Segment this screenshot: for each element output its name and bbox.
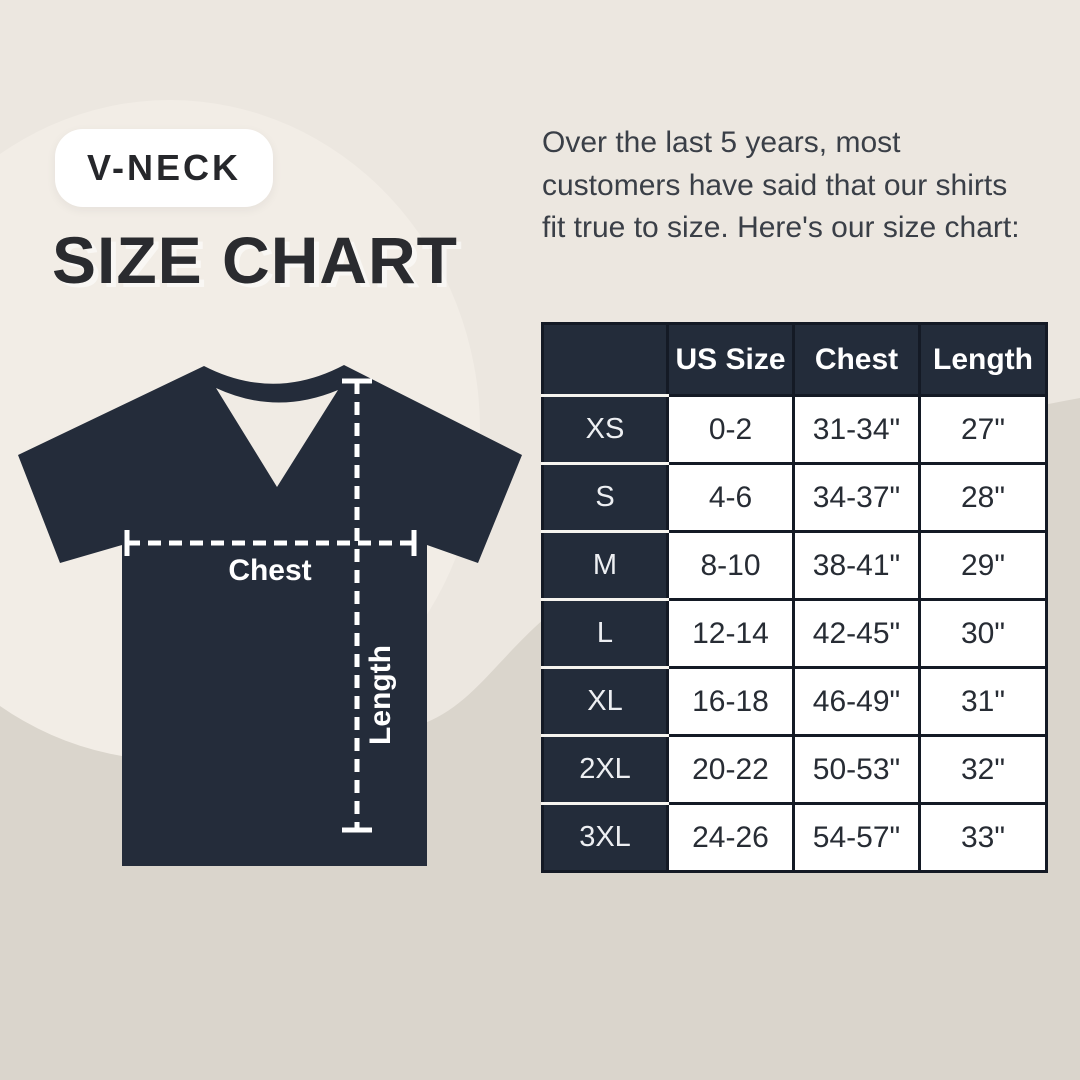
chest-cell: 38-41" xyxy=(792,530,921,601)
size-cell: XL xyxy=(541,666,669,737)
size-cell: L xyxy=(541,598,669,669)
header-cell: Length xyxy=(918,322,1048,397)
length-cell: 28" xyxy=(918,462,1048,533)
size-cell: 3XL xyxy=(541,802,669,873)
chest-cell: 50-53" xyxy=(792,734,921,805)
size-table-header-row: US Size Chest Length xyxy=(541,322,1048,397)
us-size-cell: 8-10 xyxy=(666,530,795,601)
chest-cell: 31-34" xyxy=(792,394,921,465)
length-cell: 27" xyxy=(918,394,1048,465)
size-table: US Size Chest Length XS 0-2 31-34" 27" S 4… xyxy=(541,322,1048,873)
chest-label: Chest xyxy=(228,554,311,587)
chest-cell: 46-49" xyxy=(792,666,921,737)
length-cell: 31" xyxy=(918,666,1048,737)
shirt-shape xyxy=(18,365,522,866)
size-cell: M xyxy=(541,530,669,601)
chest-measure-line xyxy=(124,530,417,556)
vneck-opening xyxy=(216,388,338,487)
header-cell: Chest xyxy=(792,322,921,397)
size-cell: XS xyxy=(541,394,669,465)
us-size-cell: 16-18 xyxy=(666,666,795,737)
size-cell: S xyxy=(541,462,669,533)
table-row: 3XL 24-26 54-57" 33" xyxy=(541,802,1048,873)
length-cell: 30" xyxy=(918,598,1048,669)
length-cell: 29" xyxy=(918,530,1048,601)
length-label: Length xyxy=(364,645,397,745)
size-cell: 2XL xyxy=(541,734,669,805)
shirt-diagram: Chest Length xyxy=(18,365,522,866)
chest-cell: 34-37" xyxy=(792,462,921,533)
table-row: S 4-6 34-37" 28" xyxy=(541,462,1048,533)
corner-cell xyxy=(541,322,669,397)
chest-cell: 42-45" xyxy=(792,598,921,669)
table-row: 2XL 20-22 50-53" 32" xyxy=(541,734,1048,805)
size-table-body: XS 0-2 31-34" 27" S 4-6 34-37" 28" M 8-1… xyxy=(541,394,1048,873)
vneck-badge: V-NECK xyxy=(55,129,273,207)
page-title: SIZE CHART xyxy=(52,223,458,297)
table-row: L 12-14 42-45" 30" xyxy=(541,598,1048,669)
length-cell: 33" xyxy=(918,802,1048,873)
us-size-cell: 12-14 xyxy=(666,598,795,669)
table-row: XL 16-18 46-49" 31" xyxy=(541,666,1048,737)
intro-text: Over the last 5 years, most customers ha… xyxy=(542,126,1020,245)
length-measure-line xyxy=(342,378,372,833)
chest-cell: 54-57" xyxy=(792,802,921,873)
length-cell: 32" xyxy=(918,734,1048,805)
us-size-cell: 4-6 xyxy=(666,462,795,533)
us-size-cell: 20-22 xyxy=(666,734,795,805)
us-size-cell: 0-2 xyxy=(666,394,795,465)
table-row: M 8-10 38-41" 29" xyxy=(541,530,1048,601)
header-cell: US Size xyxy=(666,322,795,397)
vneck-badge-label: V-NECK xyxy=(86,147,242,188)
table-row: XS 0-2 31-34" 27" xyxy=(541,394,1048,465)
us-size-cell: 24-26 xyxy=(666,802,795,873)
